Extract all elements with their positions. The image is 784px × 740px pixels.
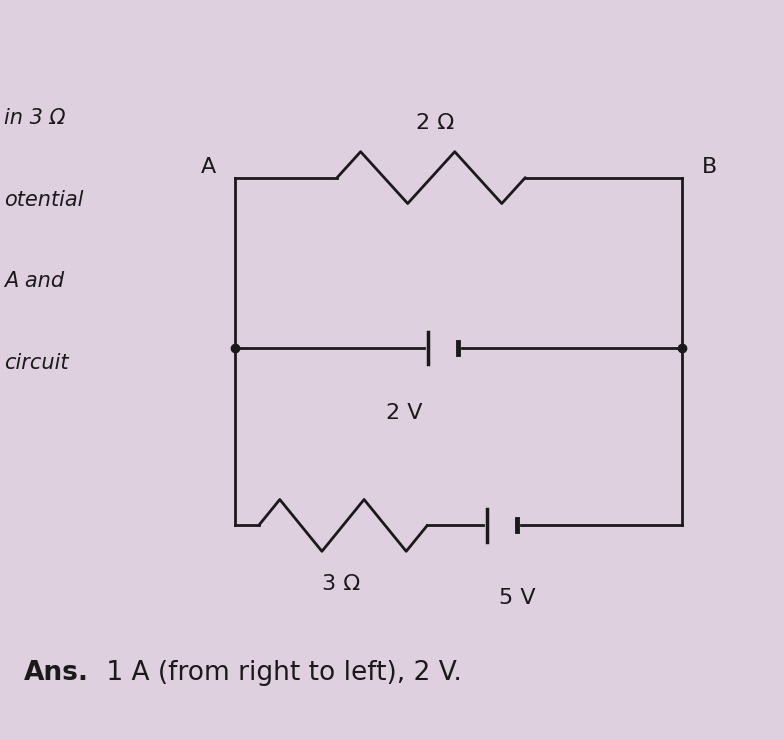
Text: B: B: [702, 156, 717, 177]
Text: otential: otential: [4, 189, 83, 210]
Text: 5 V: 5 V: [499, 588, 535, 608]
Text: A: A: [201, 156, 216, 177]
Text: 2 Ω: 2 Ω: [416, 113, 454, 133]
Text: circuit: circuit: [4, 352, 68, 373]
Text: in 3 Ω: in 3 Ω: [4, 108, 65, 129]
Text: 3 Ω: 3 Ω: [322, 574, 360, 593]
Text: A and: A and: [4, 271, 64, 292]
Text: 1 A (from right to left), 2 V.: 1 A (from right to left), 2 V.: [98, 660, 462, 687]
Text: Ans.: Ans.: [24, 660, 89, 687]
Text: 2 V: 2 V: [386, 403, 422, 423]
